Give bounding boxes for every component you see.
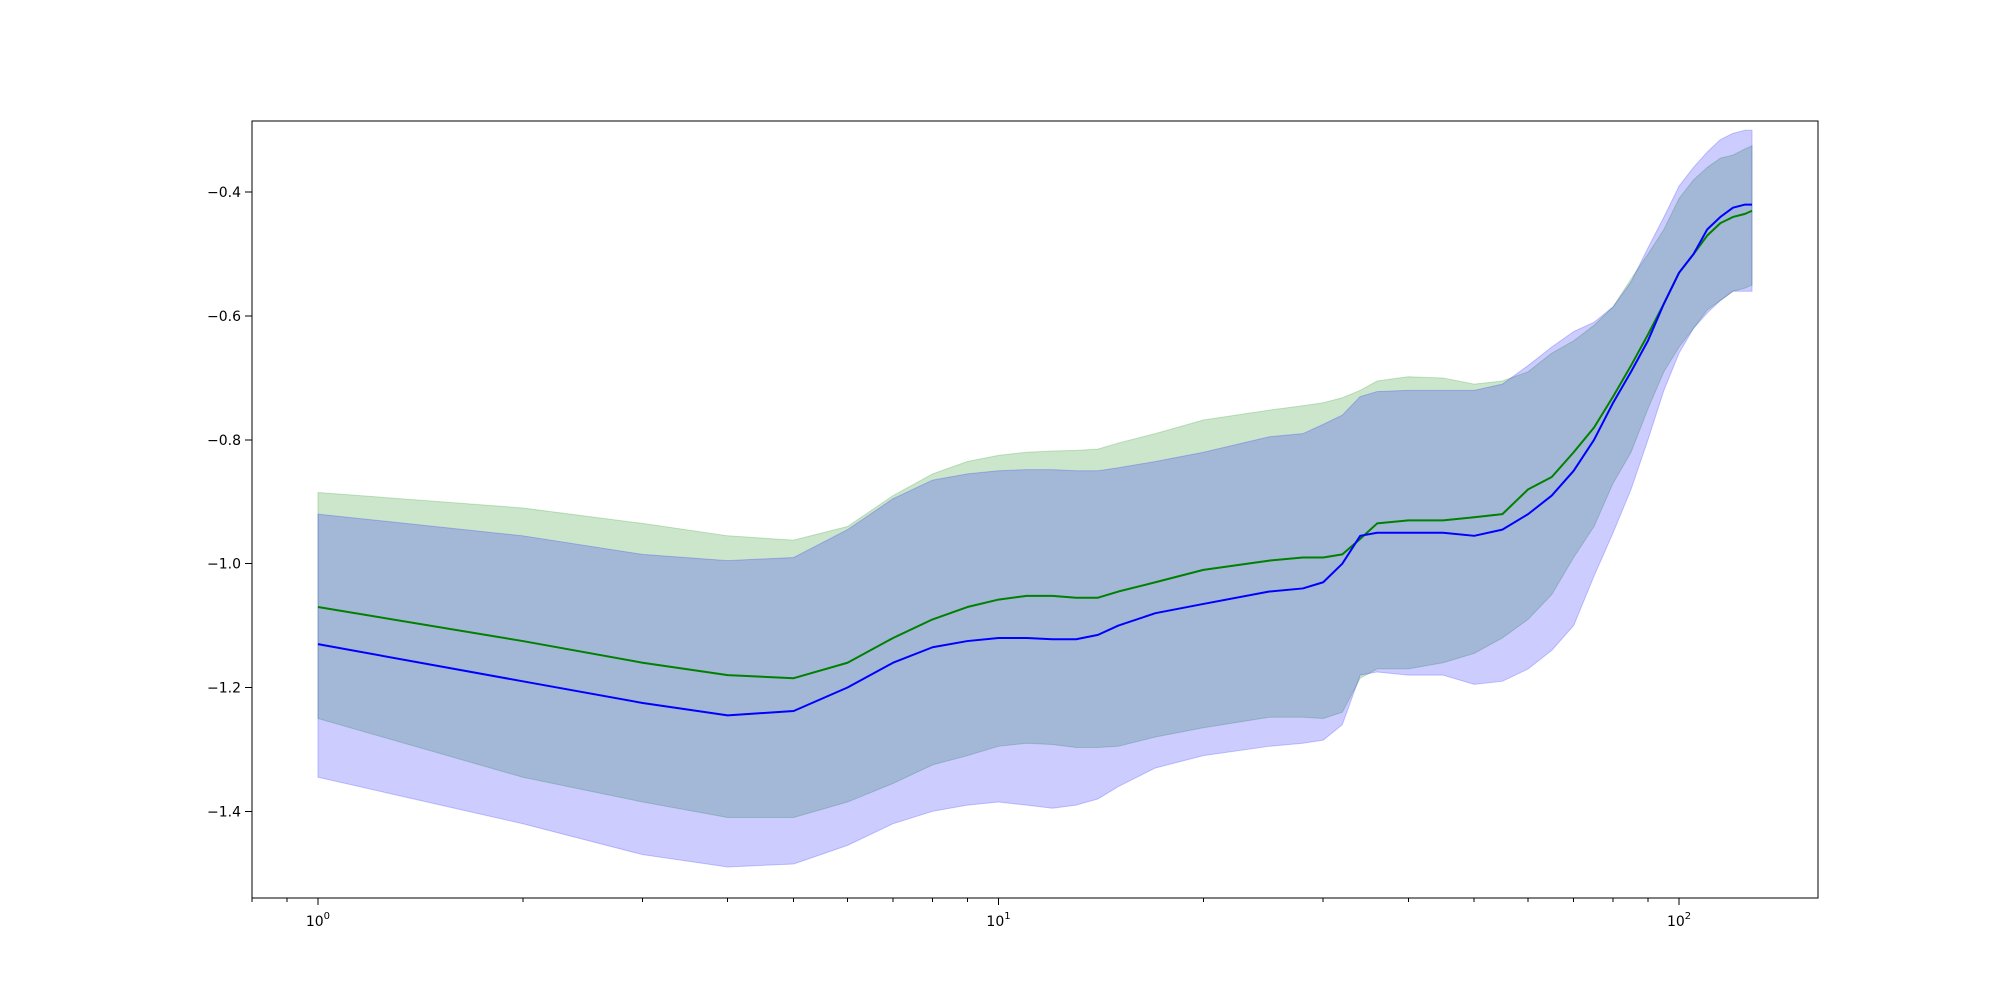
series-lines [317, 203, 1753, 717]
y-axis: −1.4 −1.2 −1.0 −0.8 −0.6 −0.4 [207, 185, 252, 820]
line-series-2 [317, 203, 1753, 717]
band-series-2 [317, 129, 1753, 868]
x-tick-label: 102 [1667, 911, 1691, 930]
y-tick-label: −1.2 [207, 680, 241, 696]
x-axis: 100 101 102 [251, 898, 1691, 930]
x-tick-label: 101 [986, 911, 1010, 930]
y-tick-label: −0.8 [207, 433, 241, 449]
y-tick-label: −1.4 [207, 804, 241, 820]
plot-frame [251, 120, 1819, 899]
y-tick-label: −1.0 [207, 557, 241, 573]
confidence-bands [317, 129, 1753, 868]
y-tick-label: −0.4 [207, 185, 241, 201]
x-tick-label: 100 [306, 911, 330, 930]
plot-area [317, 129, 1753, 868]
band-series-1 [317, 144, 1753, 819]
y-tick-label: −0.6 [207, 309, 241, 325]
